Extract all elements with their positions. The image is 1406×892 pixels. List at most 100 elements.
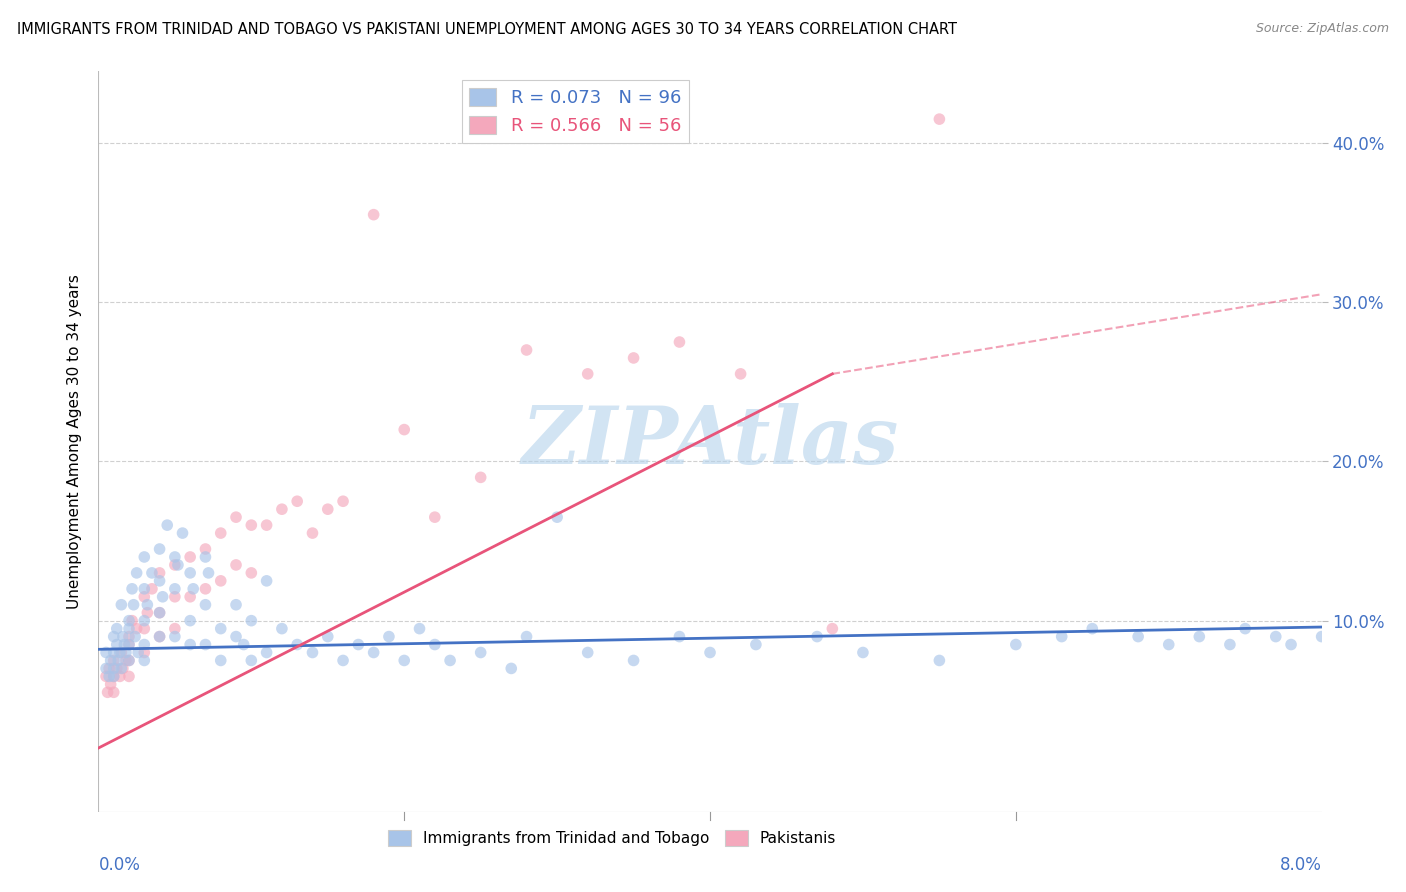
Point [156,518,179,533]
Point [149,606,172,620]
Point [134,646,156,660]
Point [1264,630,1286,644]
Point [118,630,141,644]
Point [1081,622,1104,636]
Point [470,470,492,484]
Point [256,646,278,660]
Point [392,653,416,667]
Point [179,549,201,564]
Point [121,614,143,628]
Point [118,653,141,667]
Point [141,582,163,596]
Point [152,590,174,604]
Point [1188,630,1211,644]
Point [103,685,125,699]
Point [125,622,148,636]
Point [408,622,430,636]
Point [256,518,278,533]
Y-axis label: Unemployment Among Ages 30 to 34 years: Unemployment Among Ages 30 to 34 years [67,274,83,609]
Text: IMMIGRANTS FROM TRINIDAD AND TOBAGO VS PAKISTANI UNEMPLOYMENT AMONG AGES 30 TO 3: IMMIGRANTS FROM TRINIDAD AND TOBAGO VS P… [17,22,957,37]
Point [122,598,145,612]
Point [111,630,134,644]
Point [316,630,339,644]
Point [225,510,247,524]
Point [110,661,132,675]
Point [134,549,156,564]
Point [163,582,186,596]
Point [209,526,232,541]
Point [806,630,828,644]
Point [127,646,149,660]
Point [163,558,186,572]
Point [103,669,125,683]
Point [270,502,294,516]
Point [928,112,950,127]
Point [94,661,117,675]
Point [179,638,201,652]
Point [103,646,125,660]
Point [115,646,138,660]
Point [423,510,446,524]
Point [1234,622,1257,636]
Point [1219,638,1241,652]
Point [516,343,538,357]
Point [194,541,217,556]
Point [285,638,308,652]
Point [105,638,128,652]
Point [197,566,219,580]
Point [149,574,172,588]
Point [439,653,461,667]
Point [103,669,125,683]
Point [240,614,263,628]
Point [1310,630,1333,644]
Point [301,526,323,541]
Point [118,622,141,636]
Point [108,646,131,660]
Point [225,630,247,644]
Point [623,351,645,365]
Point [134,590,156,604]
Point [107,653,129,667]
Point [256,574,278,588]
Point [163,590,186,604]
Point [125,566,148,580]
Point [105,661,128,675]
Point [821,622,844,636]
Point [98,661,121,675]
Point [209,653,232,667]
Text: 0.0%: 0.0% [98,856,141,874]
Point [103,630,125,644]
Point [332,653,354,667]
Point [501,661,523,675]
Point [285,494,308,508]
Point [225,558,247,572]
Point [112,638,135,652]
Point [118,638,141,652]
Point [209,574,232,588]
Point [103,653,125,667]
Point [181,582,204,596]
Point [110,646,132,660]
Point [516,630,538,644]
Point [668,334,690,349]
Point [194,638,217,652]
Point [1157,638,1180,652]
Point [1279,638,1302,652]
Point [576,646,599,660]
Point [167,558,190,572]
Text: ZIPAtlas: ZIPAtlas [522,403,898,480]
Point [576,367,599,381]
Point [423,638,446,652]
Point [1128,630,1150,644]
Text: 8.0%: 8.0% [1279,856,1322,874]
Point [194,549,217,564]
Point [179,590,201,604]
Point [108,669,131,683]
Point [1004,638,1026,652]
Point [1050,630,1073,644]
Point [149,541,172,556]
Point [163,549,186,564]
Point [194,582,217,596]
Point [668,630,690,644]
Point [546,510,568,524]
